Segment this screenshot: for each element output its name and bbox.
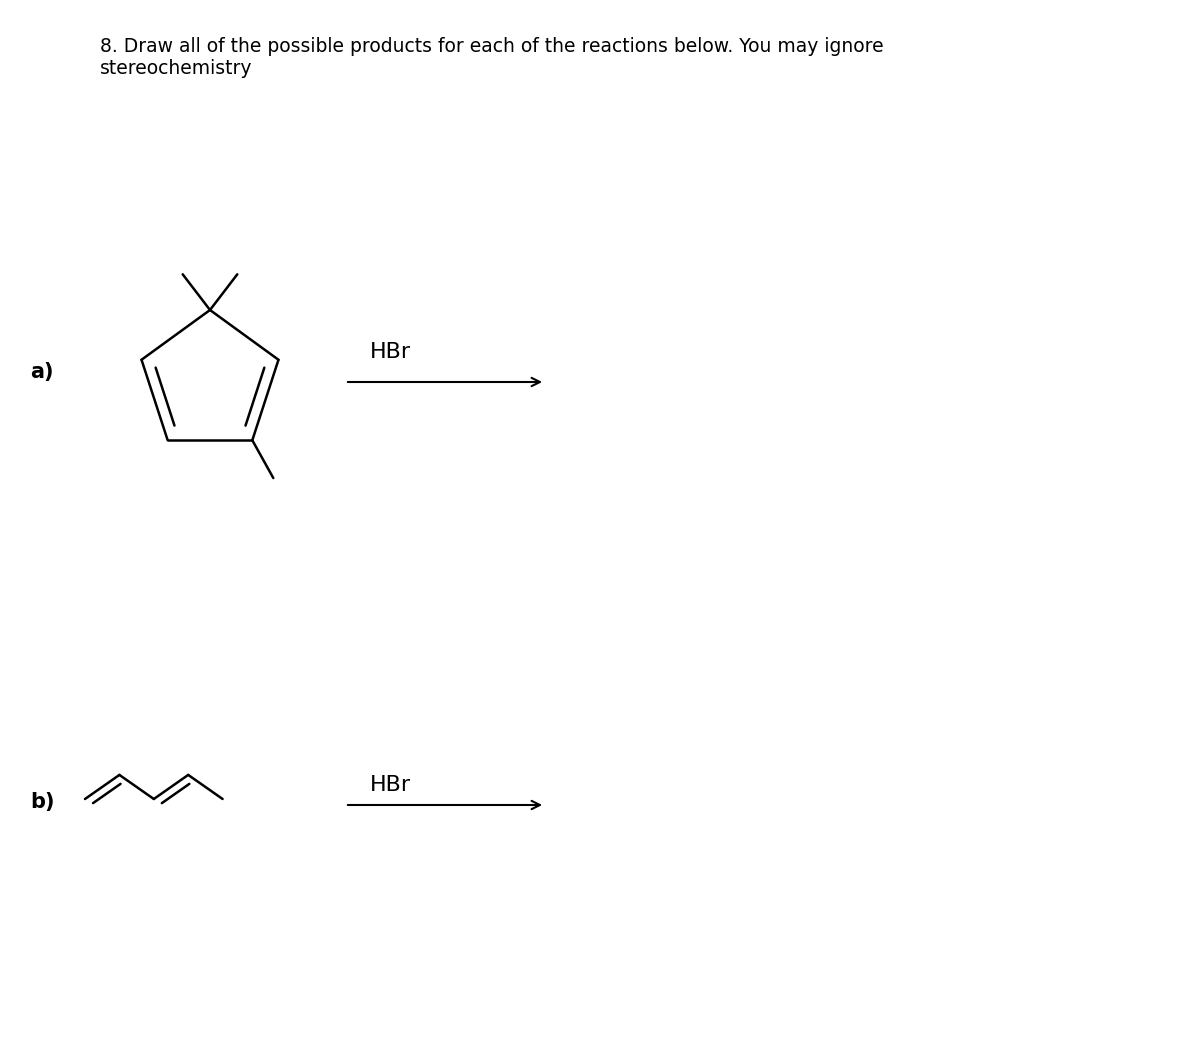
Text: a): a) <box>30 361 54 382</box>
Text: 8. Draw all of the possible products for each of the reactions below. You may ig: 8. Draw all of the possible products for… <box>100 37 883 78</box>
Text: b): b) <box>30 792 54 812</box>
Text: HBr: HBr <box>370 775 410 795</box>
Text: HBr: HBr <box>370 342 410 361</box>
